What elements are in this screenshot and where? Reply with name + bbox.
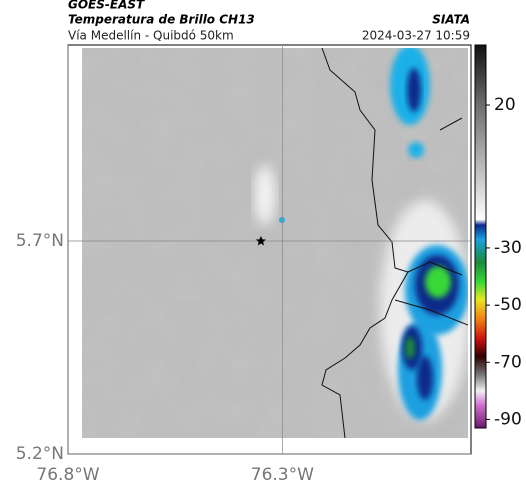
x-tick-label: 76.3°W: [251, 465, 314, 485]
x-tick-label: 76.8°W: [36, 465, 99, 485]
colorbar: [474, 44, 487, 429]
agency: SIATA: [432, 13, 470, 27]
graticule: [67, 45, 471, 455]
source-title: GOES-EAST: [68, 0, 145, 12]
colorbar-tick-label: -70: [494, 352, 522, 372]
product-title: Temperatura de Brillo CH13: [68, 13, 255, 27]
colorbar-tick-label: 20: [494, 95, 516, 115]
boundary-lines: [321, 48, 468, 438]
route: Vía Medellín - Quibdó 50km: [68, 29, 234, 43]
bright-cloud: [255, 165, 275, 225]
location-marker: [255, 235, 266, 246]
cold-cloud: [405, 337, 415, 359]
cold-cloud: [425, 266, 451, 298]
timestamp: 2024-03-27 10:59: [362, 29, 470, 43]
cold-cloud: [279, 217, 285, 223]
cold-cloud: [417, 356, 433, 400]
y-tick-label: 5.2°N: [16, 444, 64, 464]
cold-cloud: [408, 142, 424, 158]
colorbar-tick-label: -30: [494, 238, 522, 258]
cold-cloud: [407, 68, 421, 112]
colorbar-tick-label: -50: [494, 295, 522, 315]
colorbar-tick-label: -90: [494, 409, 522, 429]
satellite-image: [82, 48, 468, 438]
y-tick-label: 5.7°N: [16, 231, 64, 251]
